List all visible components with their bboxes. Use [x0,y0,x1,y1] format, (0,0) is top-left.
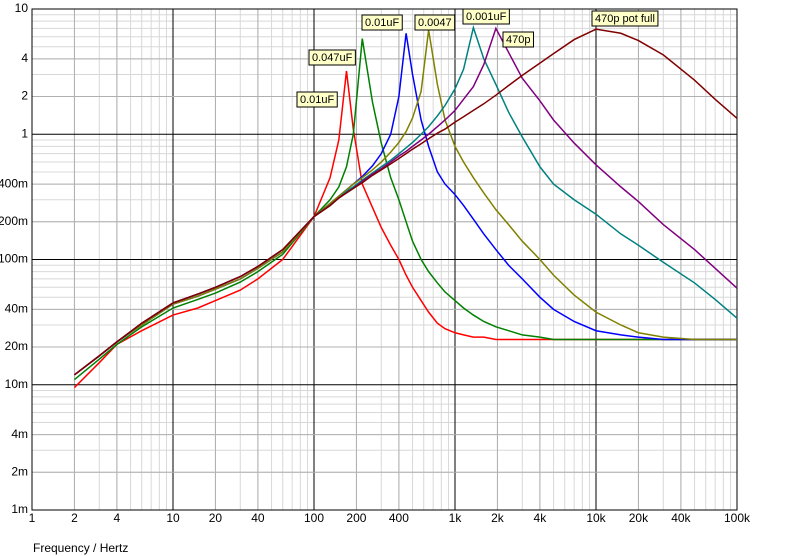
series-line [73,38,737,381]
y-tick-label: 40m [5,302,28,316]
label-box [361,14,403,31]
label-box [308,49,356,66]
y-tick-label: 100m [0,252,28,266]
x-tick-label: 100k [724,511,751,525]
x-tick-label: 10 [166,511,180,525]
x-tick-label: 40k [671,511,691,525]
series-label: 0.047uF [312,52,353,64]
series-line [73,29,737,376]
y-tick-label: 200m [0,214,28,228]
y-tick-label: 2m [11,464,28,478]
y-tick-label: 10 [15,1,29,15]
x-tick-label: 10k [586,511,606,525]
plot-frame [31,8,738,511]
x-tick-label: 1 [29,511,36,525]
x-tick-label: 20 [209,511,223,525]
label-box [462,8,510,25]
plot-lines [73,24,738,389]
y-tick-label: 4m [11,427,28,441]
x-tick-label: 400 [389,511,409,525]
x-axis-title: Frequency / Hertz [33,541,128,555]
series-label: 0.01uF [300,94,335,106]
x-tick-label: 20k [629,511,649,525]
x-tick-label: 2k [491,511,505,525]
y-tick-label: 400m [0,176,28,190]
y-tick-label: 2 [21,89,28,103]
series-label: 0.0047 [418,17,452,29]
y-tick-label: 4 [21,51,28,65]
series-label: 470p pot full [595,13,655,25]
y-tick-label: 1 [21,126,28,140]
series-line [73,28,738,376]
x-tick-label: 4 [114,511,121,525]
label-box [502,31,534,48]
series-label: 0.01uF [365,17,400,29]
series-label: 470p [506,34,530,46]
label-box [296,91,338,108]
x-tick-label: 40 [251,511,265,525]
y-tick-label: 10m [5,377,28,391]
y-tick-label: 20m [5,339,28,353]
label-box [414,14,456,31]
x-tick-label: 2 [71,511,78,525]
y-tick-label: 1m [11,502,28,516]
annotations: 0.01uF 0.047uF 0.01uF 0.0047 0.001uF 470p 470p… [296,8,659,108]
x-tick-label: 4k [534,511,548,525]
x-tick-label: 1k [449,511,463,525]
x-tick-label: 200 [346,511,366,525]
series-label: 0.001uF [466,11,507,23]
label-box [591,10,659,27]
x-tick-label: 100 [304,511,324,525]
